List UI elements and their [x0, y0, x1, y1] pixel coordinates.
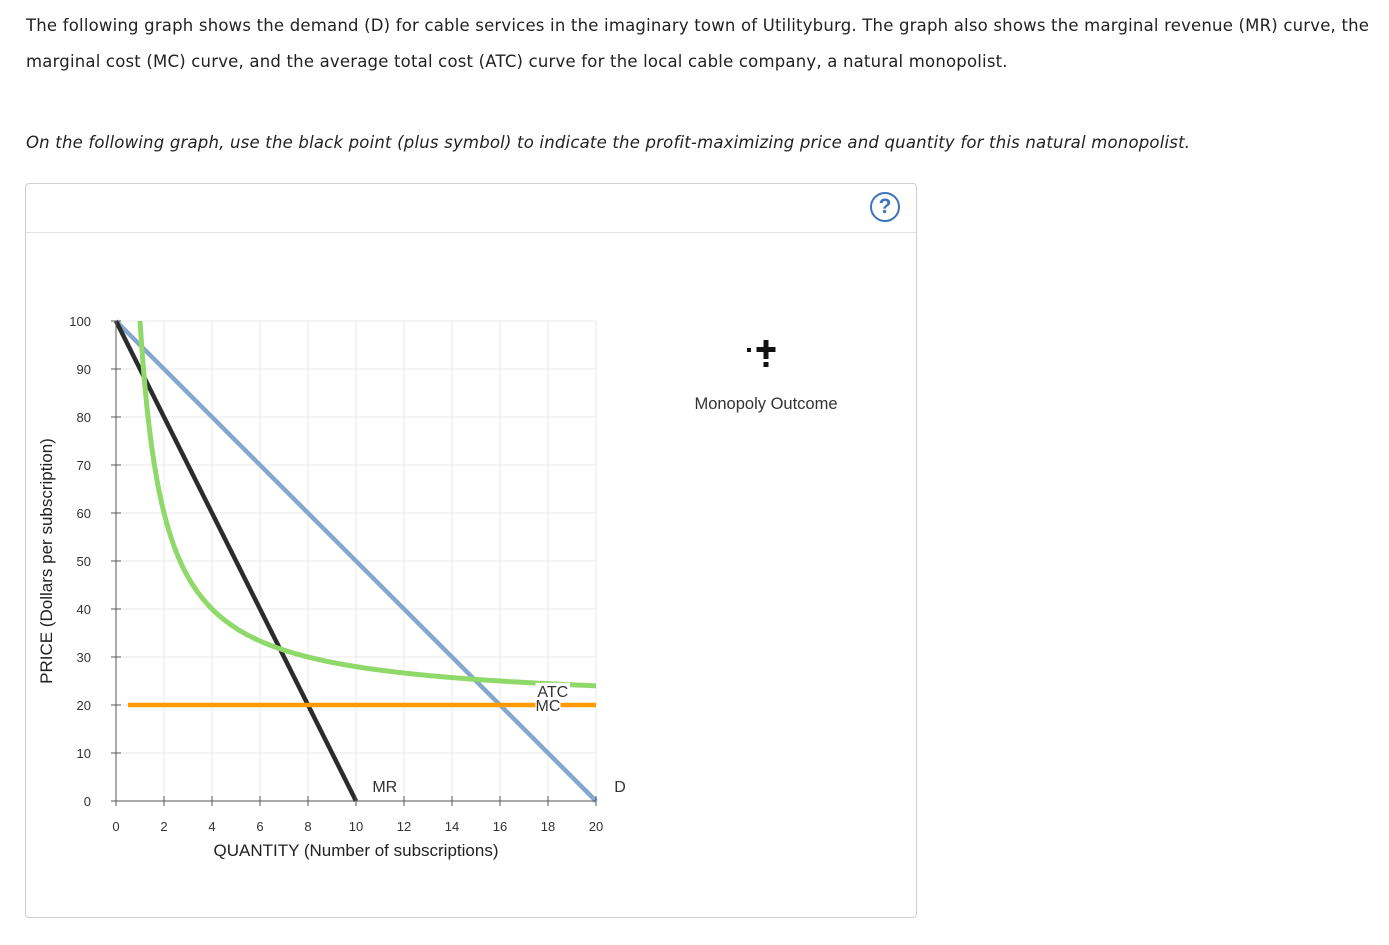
mr-label-bg — [372, 778, 398, 796]
x-tick-label: 16 — [493, 819, 507, 834]
x-tick-label: 20 — [589, 819, 603, 834]
y-tick-label: 20 — [77, 698, 91, 713]
y-tick-label: 40 — [77, 602, 91, 617]
plus-icon[interactable] — [742, 337, 778, 373]
x-tick-label: 12 — [397, 819, 411, 834]
x-axis-title: QUANTITY (Number of subscriptions) — [214, 841, 499, 860]
x-tick-label: 10 — [349, 819, 363, 834]
legend-label: Monopoly Outcome — [694, 395, 838, 413]
mc-label: MC — [536, 698, 561, 715]
mc-label-bg — [535, 697, 561, 715]
instruction-text: On the following graph, use the black po… — [26, 133, 1191, 152]
x-tick-label: 8 — [304, 819, 311, 834]
d-label: D — [614, 779, 626, 796]
atc-label: ATC — [537, 684, 568, 701]
y-tick-label: 100 — [69, 314, 91, 329]
y-tick-label: 80 — [77, 410, 91, 425]
x-tick-label: 18 — [541, 819, 555, 834]
x-tick-label: 4 — [208, 819, 215, 834]
atc-label-bg — [535, 682, 571, 701]
y-tick-label: 70 — [77, 458, 91, 473]
y-axis-title: PRICE (Dollars per subscription) — [37, 438, 56, 684]
series-d-line — [114, 319, 598, 803]
x-tick-label: 6 — [256, 819, 263, 834]
axes — [111, 320, 597, 806]
panel-header: ? — [26, 184, 916, 233]
d-label-bg — [612, 778, 628, 796]
y-tick-label: 50 — [77, 554, 91, 569]
labels: 0 2 4 6 8 10 12 14 16 18 20 0 10 20 30 40 50 60 70 80 90 100 Q… — [37, 314, 628, 860]
series-atc-line — [137, 320, 597, 689]
curves — [113, 319, 598, 803]
y-tick-label: 60 — [77, 506, 91, 521]
y-tick-label: 0 — [84, 794, 91, 809]
series-mr-line — [113, 319, 359, 803]
intro-text: The following graph shows the demand (D)… — [26, 16, 1370, 71]
x-tick-label: 0 — [112, 819, 119, 834]
help-button[interactable]: ? — [870, 192, 900, 222]
graph-panel: ? 0 2 4 6 8 10 12 14 16 18 20 0 10 20 30 40 50 60 70 80 90 10… — [25, 183, 917, 918]
y-tick-label: 90 — [77, 362, 91, 377]
x-tick-label: 14 — [445, 819, 459, 834]
y-tick-label: 10 — [77, 746, 91, 761]
y-tick-label: 30 — [77, 650, 91, 665]
chart: 0 2 4 6 8 10 12 14 16 18 20 0 10 20 30 40 50 60 70 80 90 100 Q… — [37, 314, 628, 860]
mr-label: MR — [372, 779, 397, 796]
x-tick-label: 2 — [160, 819, 167, 834]
